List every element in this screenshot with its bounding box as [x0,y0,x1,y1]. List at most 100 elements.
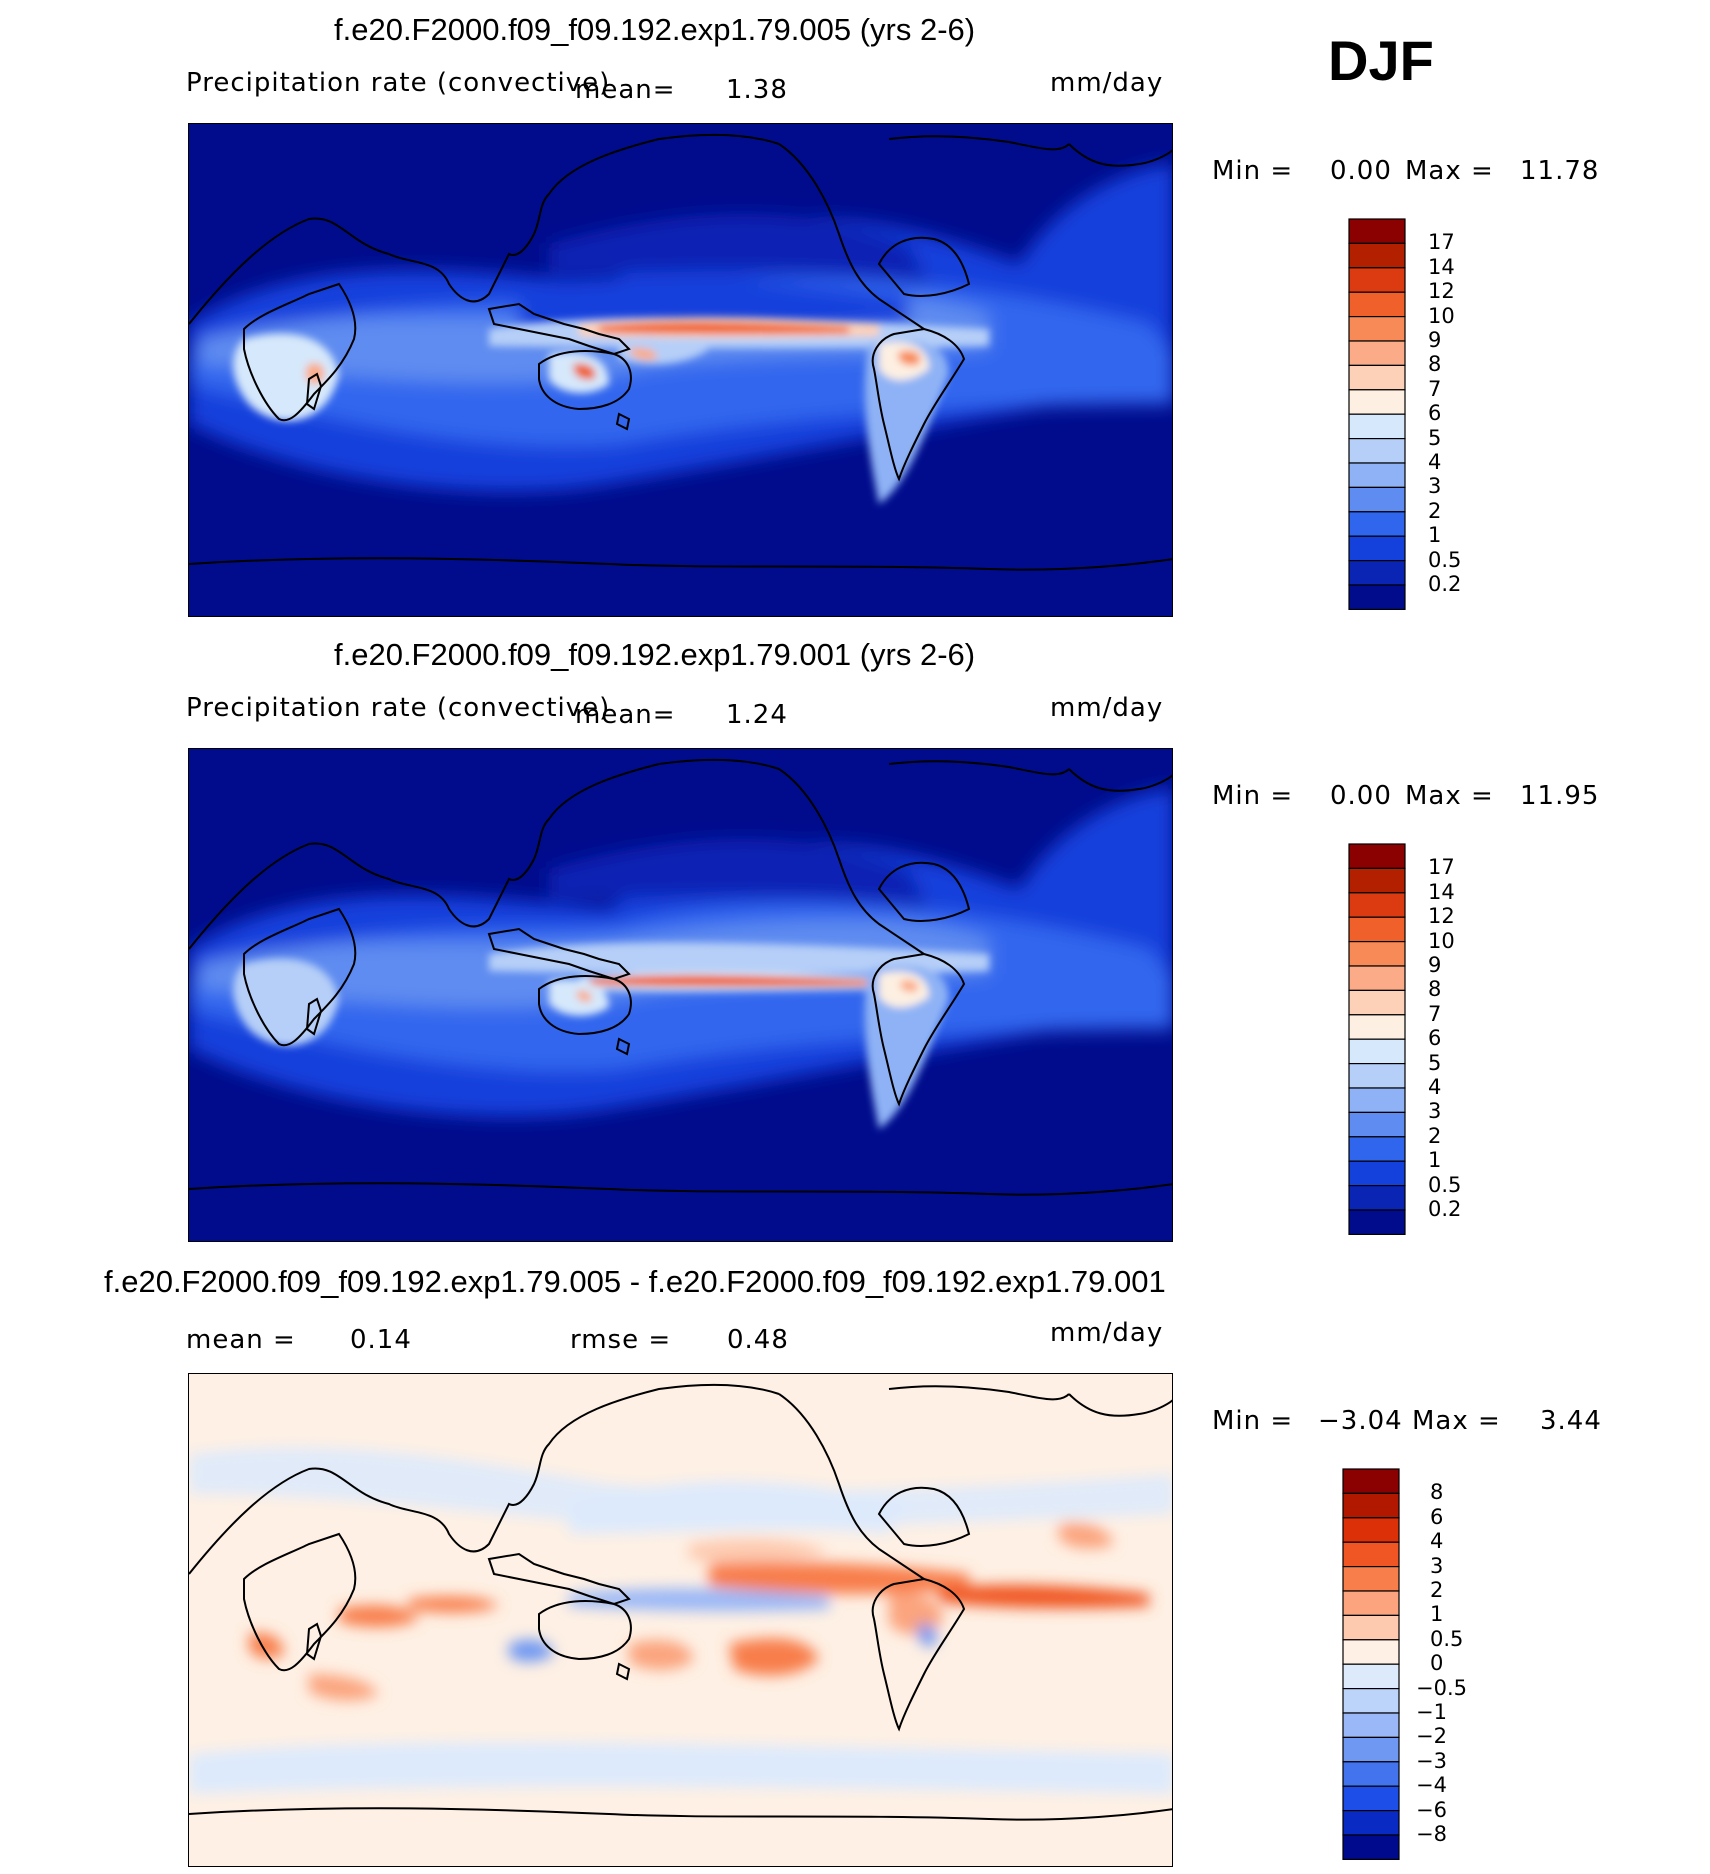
panel-3-title: f.e20.F2000.f09_f09.192.exp1.79.005 - f.… [104,1264,1166,1299]
colorbar-tick-label: 3 [1430,1553,1444,1578]
panel-1-max-value: 11.78 [1520,156,1600,186]
colorbar-swatch [1348,1136,1406,1162]
panel-1-max-label: Max = [1405,156,1494,186]
colorbar-tick-label: 2 [1428,1123,1442,1148]
colorbar-swatch [1348,511,1406,537]
colorbar-tick-label: 12 [1428,279,1455,304]
panel-2-colorbar [1348,843,1406,1236]
colorbar-tick-label: 6 [1428,401,1442,426]
colorbar-swatch [1348,843,1406,869]
colorbar-swatch [1348,413,1406,440]
colorbar-swatch [1348,242,1406,269]
panel-1-title: f.e20.F2000.f09_f09.192.exp1.79.005 (yrs… [334,12,976,47]
colorbar-swatch [1348,867,1406,894]
colorbar-swatch [1348,1063,1406,1089]
colorbar-swatch [1348,291,1406,318]
colorbar-tick-label: 3 [1428,474,1442,499]
colorbar-swatch [1342,1614,1400,1641]
colorbar-tick-label: 6 [1430,1504,1444,1529]
panel-2-map [188,748,1173,1242]
colorbar-swatch [1348,486,1406,513]
colorbar-tick-label: −6 [1416,1797,1447,1822]
colorbar-swatch [1348,364,1406,391]
colorbar-tick-label: 12 [1428,904,1455,929]
colorbar-swatch [1348,1160,1406,1187]
panel-3-max-label: Max = [1412,1406,1501,1436]
panel-3-map [188,1373,1173,1867]
colorbar-swatch [1348,560,1406,586]
colorbar-tick-label: −1 [1416,1700,1447,1724]
colorbar-swatch [1348,965,1406,991]
colorbar-swatch [1342,1663,1400,1690]
colorbar-tick-label: 10 [1428,303,1455,328]
panel-1-map [188,123,1173,617]
colorbar-tick-label: −3 [1416,1748,1447,1773]
panel-3-units: mm/day [1050,1318,1164,1348]
colorbar-swatch [1348,1185,1406,1211]
colorbar-swatch [1348,438,1406,464]
colorbar-tick-label: 17 [1428,855,1455,880]
colorbar-tick-label: −8 [1416,1822,1447,1846]
panel-3-rmse-value: 0.48 [727,1325,789,1355]
panel-3-rmse-label: rmse = [570,1325,672,1355]
colorbar-swatch [1348,462,1406,488]
colorbar-tick-label: 14 [1428,254,1455,279]
colorbar-swatch [1342,1590,1400,1616]
panel-3-min-label: Min = [1212,1406,1294,1436]
colorbar-tick-label: 1 [1428,523,1442,548]
colorbar-swatch [1342,1712,1400,1738]
colorbar-tick-label: 8 [1428,977,1442,1002]
panel-3-mean-label: mean = [186,1325,296,1355]
colorbar-tick-label: 5 [1428,1050,1442,1075]
colorbar-swatch [1348,267,1406,293]
colorbar-tick-label: 7 [1428,376,1442,401]
colorbar-swatch [1348,1038,1406,1065]
colorbar-tick-label: 0.5 [1430,1626,1464,1651]
colorbar-swatch [1348,389,1406,415]
panel-1-colorbar [1348,218,1406,611]
colorbar-tick-label: 4 [1428,1075,1442,1099]
panel-3-mean-value: 0.14 [350,1325,412,1355]
colorbar-tick-label: 6 [1428,1026,1442,1051]
colorbar-swatch [1348,1111,1406,1138]
colorbar-tick-label: 0.5 [1428,1172,1462,1197]
colorbar-tick-label: 1 [1428,1148,1442,1173]
colorbar-tick-label: 10 [1428,928,1455,953]
colorbar-tick-label: 8 [1430,1480,1444,1505]
panel-1-field-label: Precipitation rate (convective) [186,68,611,98]
colorbar-tick-label: 0.5 [1428,547,1462,572]
colorbar-swatch [1342,1688,1400,1714]
colorbar-tick-label: 4 [1428,450,1442,474]
panel-2-title: f.e20.F2000.f09_f09.192.exp1.79.001 (yrs… [334,637,976,672]
colorbar-swatch [1342,1761,1400,1787]
panel-1-min-label: Min = [1212,156,1294,186]
colorbar-tick-label: 2 [1428,498,1442,523]
colorbar-swatch [1348,892,1406,918]
panel-3-colorbar [1342,1468,1400,1861]
colorbar-tick-label: 0 [1430,1651,1444,1676]
panel-3-max-value: 3.44 [1540,1406,1602,1436]
colorbar-tick-label: 3 [1428,1099,1442,1124]
colorbar-tick-label: −2 [1416,1724,1447,1749]
colorbar-swatch [1342,1736,1400,1763]
panel-2-min-label: Min = [1212,781,1294,811]
panel-2-units: mm/day [1050,693,1164,723]
colorbar-swatch [1348,535,1406,562]
panel-2-max-label: Max = [1405,781,1494,811]
panel-1-units: mm/day [1050,68,1164,98]
panel-1-mean-label: mean= [575,75,676,105]
colorbar-swatch [1348,1014,1406,1040]
colorbar-tick-label: 0.2 [1428,572,1462,596]
colorbar-tick-label: 1 [1430,1602,1444,1627]
colorbar-swatch [1342,1639,1400,1665]
colorbar-tick-label: 5 [1428,425,1442,450]
colorbar-swatch [1348,1087,1406,1113]
panel-2-mean-label: mean= [575,700,676,730]
colorbar-swatch [1348,989,1406,1016]
colorbar-tick-label: −0.5 [1416,1675,1467,1700]
panel-1-mean-value: 1.38 [726,75,788,105]
colorbar-swatch [1348,584,1406,610]
colorbar-swatch [1348,1209,1406,1235]
colorbar-swatch [1342,1541,1400,1568]
colorbar-tick-label: 17 [1428,230,1455,255]
